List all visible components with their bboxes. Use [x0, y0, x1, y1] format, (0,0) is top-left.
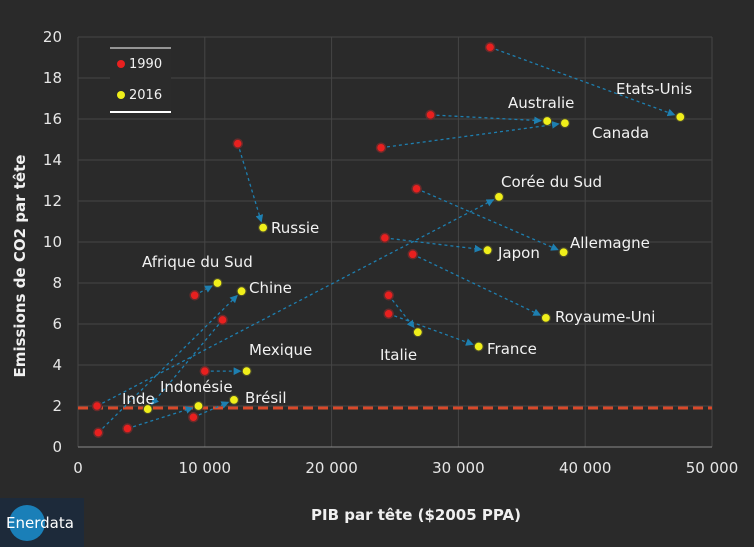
- y-tick-label: 20: [43, 28, 62, 46]
- enerdata-logo: Enerdata: [0, 498, 84, 547]
- logo-circle: [9, 505, 45, 541]
- point-2016-indonesie: [193, 400, 204, 412]
- y-tick-label: 4: [52, 356, 62, 374]
- x-tick-label: 10 000: [179, 459, 232, 477]
- axes: 0 2 4 6 8 10 12 14 16 18 20 0 10 000 20 000 30 000 40 0…: [43, 28, 738, 477]
- point-2016-japon: [482, 245, 493, 256]
- country-labels: Etats-Unis Australie Canada Corée du Sud Rus…: [122, 80, 692, 408]
- arrow-france: [394, 315, 474, 346]
- arrow-coree-du-sud: [102, 199, 495, 404]
- arrow-royaume-uni: [417, 256, 542, 316]
- arrow-chine: [102, 294, 238, 429]
- y-tick-label: 0: [52, 438, 62, 456]
- label-etats-unis: Etats-Unis: [616, 80, 692, 98]
- y-tick-label: 14: [43, 151, 62, 169]
- legend-label-1990: 1990: [129, 57, 162, 72]
- label-coree-du-sud: Corée du Sud: [501, 173, 602, 191]
- point-1990-australie: [425, 109, 436, 121]
- arrow-australie: [436, 114, 542, 125]
- legend-box: [110, 48, 171, 112]
- point-2016-royaume-uni: [540, 312, 551, 323]
- label-inde: Inde: [122, 390, 155, 408]
- point-1990-japon: [379, 232, 391, 244]
- point-1990-afrique-du-sud: [189, 290, 200, 301]
- legend-marker-2016: [117, 91, 125, 99]
- label-chine: Chine: [249, 279, 292, 297]
- point-1990-inde: [217, 314, 228, 326]
- y-tick-label: 2: [52, 397, 62, 415]
- y-axis-title: Emissions de CO2 par tête: [11, 155, 29, 378]
- arrow-bresil: [198, 401, 230, 416]
- arrow-etats-unis: [495, 48, 676, 117]
- arrow-canada: [386, 120, 560, 148]
- y-tick-label: 10: [43, 233, 62, 251]
- point-2016-france: [473, 341, 484, 352]
- point-2016-canada: [559, 117, 571, 129]
- label-mexique: Mexique: [249, 341, 312, 359]
- y-tick-label: 16: [43, 110, 62, 128]
- label-russie: Russie: [271, 219, 319, 237]
- arrow-afrique-du-sud: [199, 285, 213, 294]
- y-tick-label: 8: [52, 274, 62, 292]
- point-1990-chine: [93, 427, 104, 438]
- point-1990-allemagne: [411, 183, 422, 194]
- legend-label-2016: 2016: [129, 88, 162, 103]
- point-2016-australie: [542, 115, 553, 127]
- point-1990-bresil: [188, 412, 199, 423]
- x-tick-label: 20 000: [305, 459, 358, 477]
- label-royaume-uni: Royaume-Uni: [555, 308, 655, 326]
- label-indonesie: Indonésie: [160, 378, 233, 396]
- label-japon: Japon: [497, 244, 540, 262]
- point-1990-france: [383, 308, 394, 319]
- label-australie: Australie: [508, 94, 574, 112]
- label-allemagne: Allemagne: [570, 234, 650, 252]
- legend: 1990 2016: [110, 47, 171, 113]
- arrow-japon: [390, 237, 483, 253]
- y-tick-label: 18: [43, 69, 62, 87]
- point-2016-italie: [412, 327, 423, 338]
- point-1990-mexique: [199, 365, 211, 377]
- legend-marker-1990: [117, 60, 125, 68]
- point-1990-russie: [232, 138, 244, 149]
- point-1990-coree-du-sud: [91, 400, 103, 412]
- label-canada: Canada: [592, 124, 649, 142]
- y-tick-label: 12: [43, 192, 62, 210]
- point-2016-chine: [236, 286, 247, 297]
- point-2016-afrique-du-sud: [212, 277, 223, 289]
- point-1990-canada: [375, 142, 387, 153]
- point-2016-coree-du-sud: [493, 191, 505, 202]
- x-tick-label: 50 000: [686, 459, 739, 477]
- point-2016-russie: [258, 222, 269, 233]
- label-france: France: [487, 340, 537, 358]
- x-tick-label: 30 000: [432, 459, 485, 477]
- point-2016-bresil: [228, 394, 240, 405]
- arrow-allemagne: [421, 190, 559, 251]
- label-afrique-du-sud: Afrique du Sud: [142, 253, 253, 271]
- arrow-russie: [238, 149, 264, 223]
- point-2016-etats-unis: [675, 111, 686, 123]
- arrow-indonesie: [132, 406, 194, 428]
- logo-text: Enerdata: [6, 514, 74, 532]
- label-bresil: Brésil: [245, 389, 287, 407]
- point-2016-inde: [142, 403, 153, 415]
- point-1990-italie: [383, 290, 394, 301]
- point-1990-indonesie: [122, 423, 133, 434]
- point-2016-mexique: [241, 366, 252, 377]
- point-1990-royaume-uni: [407, 249, 419, 260]
- y-tick-label: 6: [52, 315, 62, 333]
- arrow-italie: [391, 299, 415, 329]
- point-2016-allemagne: [558, 247, 569, 258]
- x-axis-title: PIB par tête ($2005 PPA): [311, 506, 521, 524]
- point-1990-etats-unis: [484, 42, 496, 53]
- trajectory-arrows: [102, 48, 676, 429]
- label-italie: Italie: [380, 346, 417, 364]
- x-tick-label: 0: [73, 459, 83, 477]
- data-points: [91, 42, 686, 438]
- x-tick-label: 40 000: [559, 459, 612, 477]
- gridlines: [77, 36, 713, 448]
